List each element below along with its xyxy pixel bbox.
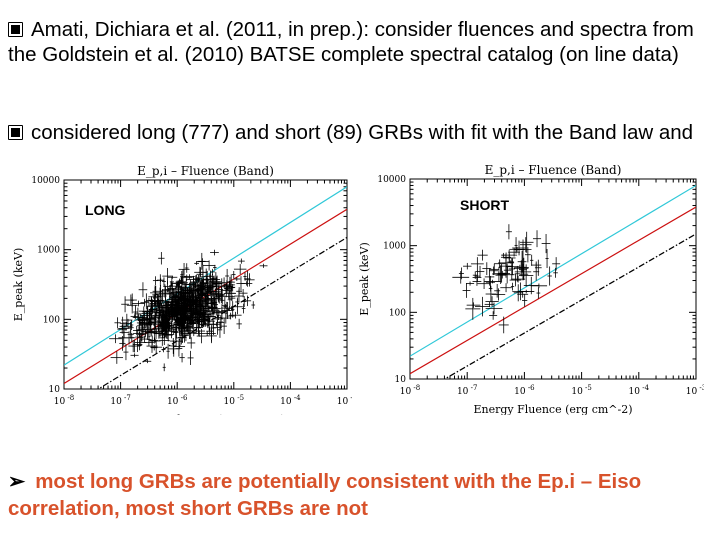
arrow-bullet-icon: ➢	[8, 470, 26, 493]
x-tick-label: 10 -6	[167, 394, 188, 407]
plot-frame	[63, 179, 348, 390]
correlation-line	[410, 206, 696, 375]
data-points	[452, 224, 561, 334]
x-tick-label: 10 -6	[514, 384, 535, 397]
correlation-line	[64, 186, 347, 366]
conclusion-text: most long GRBs are potentially consisten…	[8, 470, 642, 520]
y-tick-label: 10000	[31, 176, 60, 186]
y-tick-label: 10	[49, 385, 61, 395]
x-tick-label: 10 -4	[280, 394, 301, 407]
chart-title: E_p,i – Fluence (Band)	[485, 163, 622, 177]
bullet-icon	[8, 125, 23, 140]
x-tick-label: 10 -7	[110, 394, 131, 407]
bullet-text-1: Amati, Dichiara et al. (2011, in prep.):…	[8, 18, 694, 66]
bullet-icon	[8, 22, 23, 37]
x-tick-label: 10 -5	[571, 384, 592, 397]
y-axis-label: E_peak (keV)	[12, 248, 25, 322]
x-tick-label: 10 -4	[629, 384, 650, 397]
bullet-item-1: Amati, Dichiara et al. (2011, in prep.):…	[8, 17, 713, 67]
conclusion-bullet: ➢ most long GRBs are potentially consiste…	[8, 468, 713, 522]
correlation-line	[410, 184, 696, 357]
short-panel-label: SHORT	[460, 197, 509, 213]
data-points	[109, 249, 268, 372]
x-tick-label: 10 -7	[457, 384, 478, 397]
long-grb-plot-panel: E_p,i – Fluence (Band) Energy Fluence (er…	[0, 157, 360, 426]
x-axis-label: Energy Fluence (erg cm^-2)	[126, 413, 285, 415]
x-tick-label: 10 -5	[224, 394, 245, 407]
x-tick-label: 10 -3	[686, 384, 704, 397]
x-tick-label: 10 -8	[400, 384, 421, 397]
y-tick-label: 100	[43, 315, 60, 325]
y-axis-label: E_peak (keV)	[358, 242, 371, 316]
y-tick-label: 100	[389, 308, 406, 318]
short-grb-plot-panel: E_p,i – Fluence (Band) Energy Fluence (er…	[352, 157, 706, 416]
x-tick-label: 10 -8	[54, 394, 75, 407]
y-tick-label: 10000	[377, 175, 406, 185]
long-grb-scatter-chart: E_p,i – Fluence (Band) Energy Fluence (er…	[12, 164, 357, 426]
y-tick-label: 1000	[37, 246, 60, 256]
short-grb-scatter-chart: E_p,i – Fluence (Band) Energy Fluence (er…	[358, 163, 706, 416]
chart-title: E_p,i – Fluence (Band)	[137, 164, 274, 178]
x-axis-label: Energy Fluence (erg cm^-2)	[473, 403, 632, 415]
long-panel-label: LONG	[85, 202, 126, 218]
plot-frame	[409, 178, 697, 380]
y-tick-label: 10	[395, 375, 407, 385]
correlation-line	[443, 233, 696, 379]
y-tick-label: 1000	[383, 242, 406, 252]
